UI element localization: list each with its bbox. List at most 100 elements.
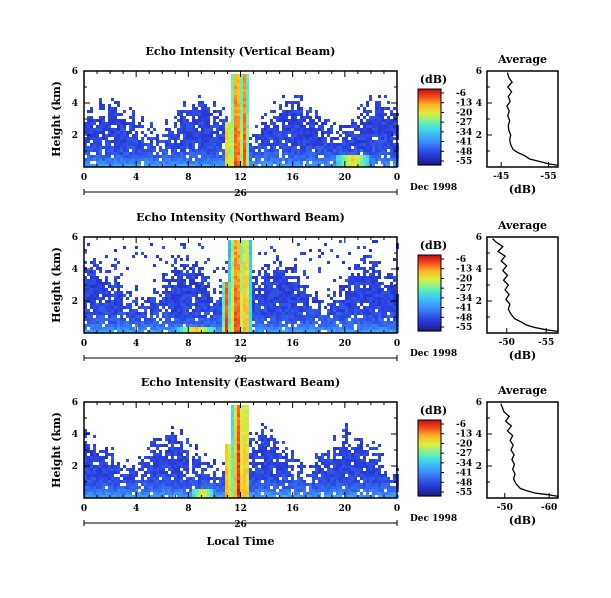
echo-cell — [390, 291, 393, 294]
echo-cell — [264, 288, 267, 291]
echo-cell — [234, 474, 237, 477]
echo-cell — [204, 330, 207, 333]
echo-cell — [264, 270, 267, 273]
echo-cell — [201, 330, 204, 333]
echo-cell — [174, 465, 177, 468]
echo-cell — [105, 128, 108, 131]
echo-cell — [246, 453, 249, 456]
echo-cell — [171, 486, 174, 489]
echo-cell — [372, 300, 375, 303]
echo-cell — [105, 161, 108, 164]
echo-cell — [120, 122, 123, 125]
echo-cell — [246, 89, 249, 92]
echo-cell — [237, 107, 240, 110]
echo-cell — [315, 113, 318, 116]
echo-cell — [180, 116, 183, 119]
echo-cell — [84, 152, 87, 155]
echo-cell — [174, 261, 177, 264]
echo-cell — [195, 140, 198, 143]
echo-cell — [252, 477, 255, 480]
echo-cell — [180, 131, 183, 134]
echo-cell — [111, 116, 114, 119]
echo-cell — [135, 158, 138, 161]
echo-cell — [273, 465, 276, 468]
echo-cell — [174, 492, 177, 495]
echo-cell — [354, 297, 357, 300]
echo-cell — [369, 276, 372, 279]
echo-cell — [102, 125, 105, 128]
echo-cell — [291, 152, 294, 155]
echo-cell — [288, 101, 291, 104]
echo-cell — [363, 279, 366, 282]
echo-cell — [342, 158, 345, 161]
echo-cell — [228, 450, 231, 453]
echo-cell — [147, 143, 150, 146]
echo-cell — [93, 324, 96, 327]
echo-cell — [294, 321, 297, 324]
colorbar-swatch — [418, 275, 441, 279]
echo-cell — [276, 321, 279, 324]
echo-cell — [312, 158, 315, 161]
echo-cell — [192, 161, 195, 164]
echo-cell — [231, 89, 234, 92]
echo-cell — [117, 276, 120, 279]
echo-cell — [93, 264, 96, 267]
echo-cell — [369, 98, 372, 101]
echo-cell — [339, 321, 342, 324]
echo-cell — [249, 261, 252, 264]
echo-cell — [237, 86, 240, 89]
echo-cell — [360, 309, 363, 312]
echo-cell — [228, 291, 231, 294]
echo-cell — [177, 447, 180, 450]
echo-cell — [120, 285, 123, 288]
echo-cell — [120, 468, 123, 471]
echo-cell — [240, 444, 243, 447]
echo-cell — [285, 474, 288, 477]
colorbar-tick-label: -55 — [456, 157, 472, 167]
echo-cell — [228, 303, 231, 306]
echo-cell — [105, 122, 108, 125]
colorbar-swatch — [418, 94, 441, 98]
echo-cell — [105, 318, 108, 321]
echo-cell — [372, 276, 375, 279]
echo-cell — [243, 270, 246, 273]
echo-cell — [222, 483, 225, 486]
echo-cell — [141, 303, 144, 306]
echo-cell — [249, 474, 252, 477]
echo-cell — [246, 438, 249, 441]
echo-cell — [390, 312, 393, 315]
echo-cell — [291, 483, 294, 486]
echo-cell — [384, 140, 387, 143]
echo-cell — [132, 309, 135, 312]
echo-cell — [375, 110, 378, 113]
echo-cell — [381, 116, 384, 119]
echo-cell — [90, 303, 93, 306]
echo-cell — [261, 324, 264, 327]
echo-cell — [297, 152, 300, 155]
echo-cell — [219, 318, 222, 321]
echo-cell — [357, 288, 360, 291]
echo-cell — [237, 489, 240, 492]
echo-cell — [303, 300, 306, 303]
echo-cell — [246, 246, 249, 249]
echo-cell — [384, 164, 387, 167]
echo-cell — [246, 420, 249, 423]
echo-cell — [321, 143, 324, 146]
echo-cell — [90, 306, 93, 309]
echo-cell — [366, 152, 369, 155]
echo-cell — [300, 140, 303, 143]
echo-cell — [234, 423, 237, 426]
echo-cell — [249, 267, 252, 270]
echo-cell — [237, 243, 240, 246]
echo-cell — [237, 258, 240, 261]
echo-cell — [225, 161, 228, 164]
echo-cell — [93, 318, 96, 321]
echo-cell — [255, 125, 258, 128]
echo-cell — [246, 110, 249, 113]
echo-cell — [222, 267, 225, 270]
echo-cell — [111, 330, 114, 333]
echo-cell — [342, 288, 345, 291]
echo-cell — [159, 489, 162, 492]
echo-cell — [114, 489, 117, 492]
echo-cell — [315, 327, 318, 330]
